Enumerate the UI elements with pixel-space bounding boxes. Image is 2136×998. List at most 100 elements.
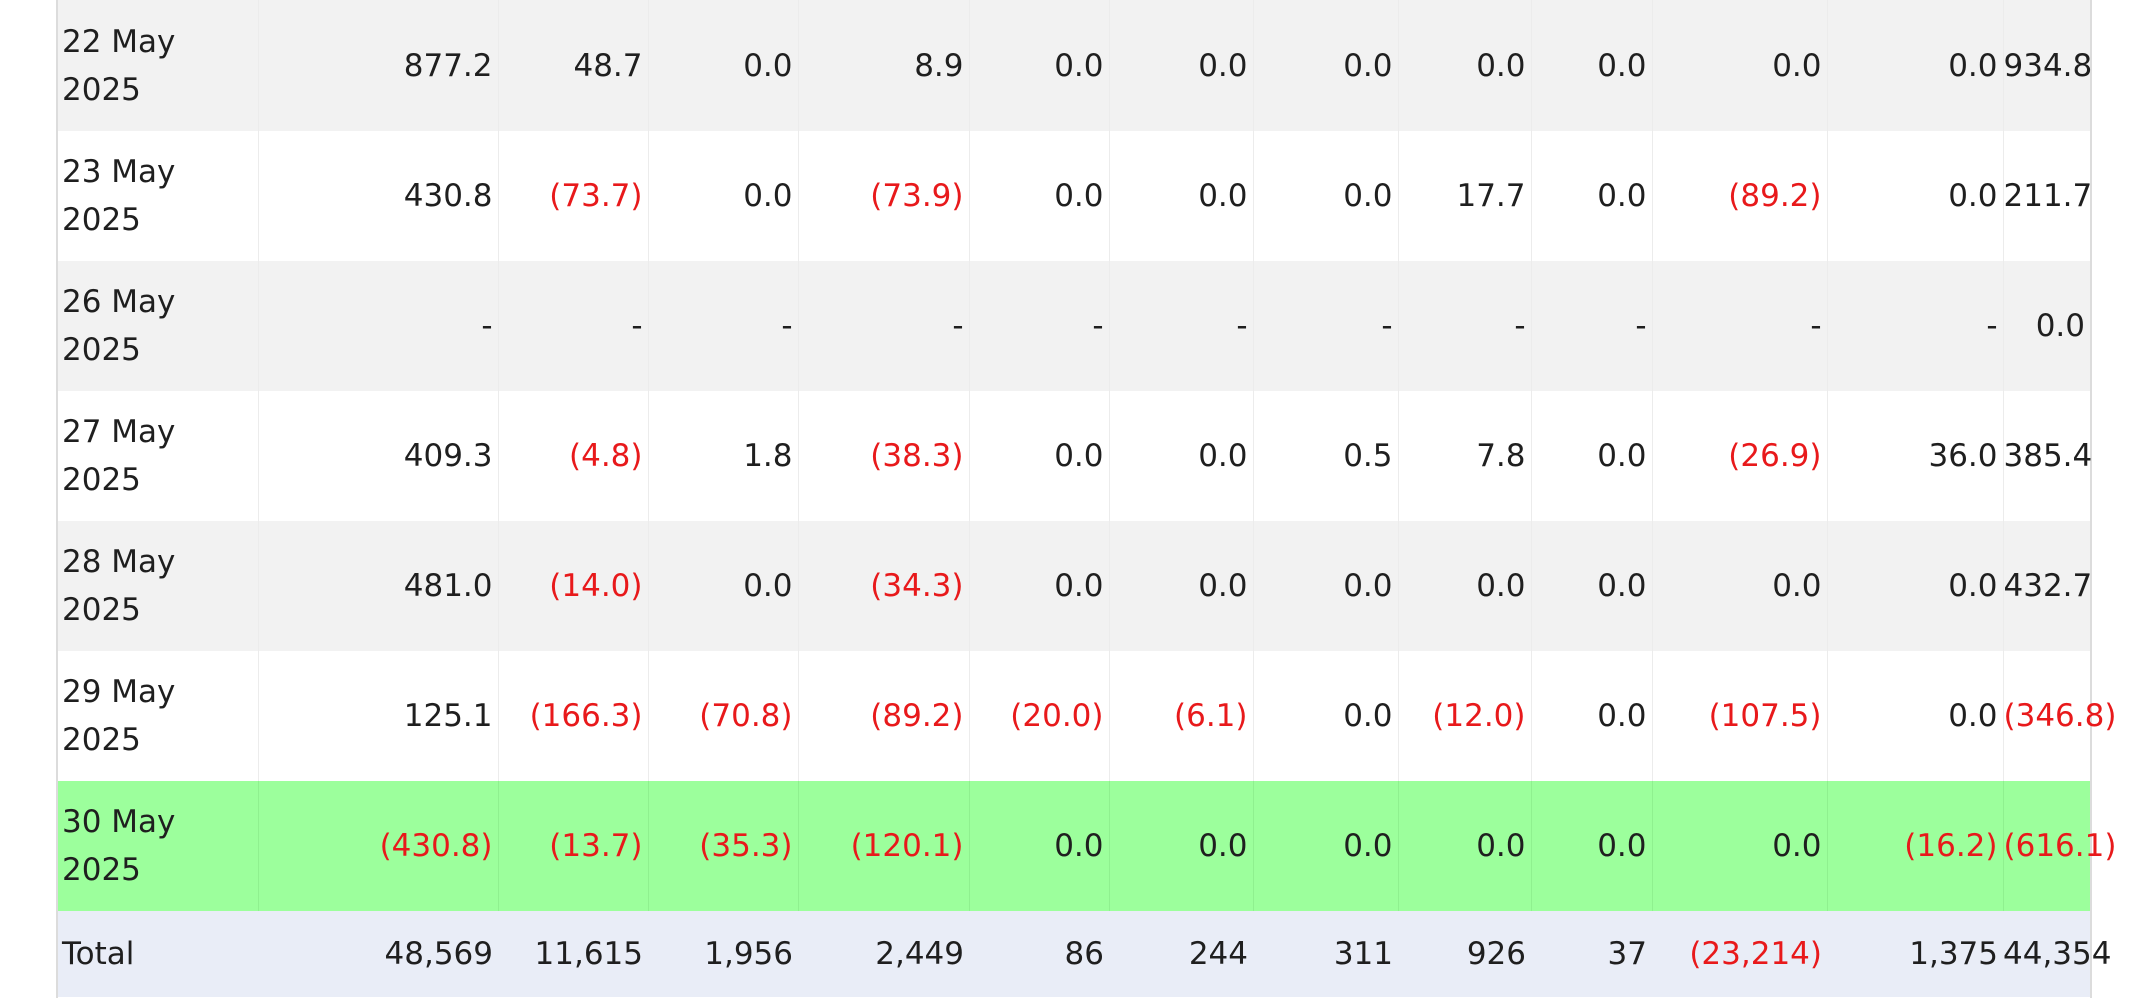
table-cell: 0.0 xyxy=(1826,651,2003,781)
table-cell: 0.0 xyxy=(1108,391,1253,521)
table-row: 28 May 2025 481.0 (14.0) 0.0 (34.3) 0.0 0.0 0.0… xyxy=(58,521,2092,651)
table-cell: 0.0 xyxy=(1530,521,1652,651)
table-row: 23 May 2025 430.8 (73.7) 0.0 (73.9) 0.0 0.0 0.0… xyxy=(58,131,2092,261)
table-cell: 0.0 xyxy=(1530,0,1652,131)
table-cell: 0.0 xyxy=(1252,521,1398,651)
table-cell: 0.5 xyxy=(1252,391,1398,521)
table-cell: - xyxy=(968,261,1109,391)
table-cell: 36.0 xyxy=(1826,391,2003,521)
table-cell: - xyxy=(1826,261,2003,391)
table-cell: 0.0 xyxy=(968,0,1109,131)
table-cell: - xyxy=(1651,261,1827,391)
table-body: 22 May 2025 877.2 48.7 0.0 8.9 0.0 0.0 0.0 0.0 0.… xyxy=(58,0,2116,997)
table-cell: (26.9) xyxy=(1651,391,1827,521)
table-cell: 0.0 xyxy=(1826,131,2003,261)
table-cell: 385.4 xyxy=(2002,391,2092,521)
row-date: 22 May 2025 xyxy=(62,23,176,108)
total-cell: 11,615 xyxy=(534,936,643,972)
table-cell: 409.3 xyxy=(257,391,498,521)
table-cell: 0.0 xyxy=(1108,521,1253,651)
table-cell: 0.0 xyxy=(1530,131,1652,261)
table-cell: 0.0 xyxy=(1826,0,2003,131)
table-cell: (12.0) xyxy=(1397,651,1531,781)
total-cell: 311 xyxy=(1333,936,1393,972)
table-cell: (35.3) xyxy=(647,781,798,911)
table-cell: (14.0) xyxy=(497,521,648,651)
table-cell: - xyxy=(497,261,648,391)
table-cell: 0.0 xyxy=(1397,521,1531,651)
total-cell: 37 xyxy=(1607,936,1647,972)
total-row: Total 48,569 11,615 1,956 2,449 86 244 311 926 37… xyxy=(58,911,2112,997)
table-cell: 432.7 xyxy=(2002,521,2092,651)
total-cell: 44,354 xyxy=(2003,936,2112,972)
table-row: 22 May 2025 877.2 48.7 0.0 8.9 0.0 0.0 0.0 0.0 0.… xyxy=(58,0,2092,131)
total-cell: 1,375 xyxy=(1909,936,1998,972)
table-cell: 0.0 xyxy=(1252,781,1398,911)
table-cell: 0.0 xyxy=(1530,651,1652,781)
table-cell: - xyxy=(1252,261,1398,391)
total-cell: 48,569 xyxy=(384,936,493,972)
table-cell: 7.8 xyxy=(1397,391,1531,521)
table-row: 27 May 2025 409.3 (4.8) 1.8 (38.3) 0.0 0.0 0.5 7… xyxy=(58,391,2092,521)
total-cell: 2,449 xyxy=(875,936,964,972)
table-cell: (38.3) xyxy=(797,391,969,521)
table-cell: 0.0 xyxy=(1108,131,1253,261)
table-cell: 0.0 xyxy=(647,521,798,651)
table-cell: - xyxy=(257,261,498,391)
table-cell: 0.0 xyxy=(1826,521,2003,651)
table-cell: 0.0 xyxy=(2002,261,2090,391)
table-cell: 0.0 xyxy=(1530,391,1652,521)
table-row: 30 May 2025 (430.8) (13.7) (35.3) (120.1) 0.0… xyxy=(58,781,2116,911)
table-cell: 125.1 xyxy=(257,651,498,781)
data-table-container: 22 May 2025 877.2 48.7 0.0 8.9 0.0 0.0 0.0 0.0 0.… xyxy=(56,0,2116,998)
table-cell: - xyxy=(797,261,969,391)
table-cell: 0.0 xyxy=(647,0,798,131)
total-cell: 1,956 xyxy=(704,936,793,972)
table-cell: (107.5) xyxy=(1651,651,1827,781)
row-date: 30 May 2025 xyxy=(62,804,176,888)
table-cell: 0.0 xyxy=(968,521,1109,651)
table-cell: 0.0 xyxy=(968,131,1109,261)
table-cell: 0.0 xyxy=(647,131,798,261)
table-cell: 17.7 xyxy=(1397,131,1531,261)
table-cell: (34.3) xyxy=(797,521,969,651)
row-date: 28 May 2025 xyxy=(62,544,176,628)
table-cell: 0.0 xyxy=(1397,781,1531,911)
table-cell: - xyxy=(1108,261,1253,391)
table-cell: 0.0 xyxy=(1252,0,1398,131)
table-cell: 430.8 xyxy=(257,131,498,261)
row-date: 27 May 2025 xyxy=(62,414,176,498)
table-cell: (16.2) xyxy=(1826,781,2003,911)
flows-table: 22 May 2025 877.2 48.7 0.0 8.9 0.0 0.0 0.0 0.0 0.… xyxy=(58,0,2116,997)
table-cell: (13.7) xyxy=(497,781,648,911)
table-cell: - xyxy=(1397,261,1531,391)
table-cell: (120.1) xyxy=(797,781,969,911)
total-cell: 926 xyxy=(1466,936,1526,972)
table-cell: (73.9) xyxy=(797,131,969,261)
table-cell: (616.1) xyxy=(2002,781,2116,911)
table-cell: 0.0 xyxy=(1397,0,1531,131)
table-row: 26 May 2025- - - - - - - - - - -0.0 xyxy=(58,261,2090,391)
table-cell: 934.8 xyxy=(2002,0,2092,131)
table-cell: (346.8) xyxy=(2002,651,2116,781)
total-cell: (23,214) xyxy=(1689,936,1822,972)
table-cell: 0.0 xyxy=(968,391,1109,521)
table-cell: 211.7 xyxy=(2002,131,2092,261)
table-cell: (4.8) xyxy=(497,391,648,521)
table-cell: 0.0 xyxy=(1108,781,1253,911)
total-label: Total xyxy=(62,936,135,972)
table-cell: (166.3) xyxy=(497,651,648,781)
table-cell: 0.0 xyxy=(1252,651,1398,781)
total-cell: 86 xyxy=(1064,936,1104,972)
table-cell: 0.0 xyxy=(1651,521,1827,651)
table-cell: 0.0 xyxy=(1651,781,1827,911)
table-cell: 0.0 xyxy=(1252,131,1398,261)
table-cell: 0.0 xyxy=(1108,0,1253,131)
table-cell: - xyxy=(1530,261,1652,391)
row-date: 29 May 2025 xyxy=(62,674,176,758)
table-row: 29 May 2025 125.1 (166.3) (70.8) (89.2) (20.0… xyxy=(58,651,2116,781)
table-cell: 0.0 xyxy=(1651,0,1827,131)
row-date: 23 May 2025 xyxy=(62,154,176,238)
table-cell: (20.0) xyxy=(968,651,1109,781)
table-cell: (89.2) xyxy=(1651,131,1827,261)
